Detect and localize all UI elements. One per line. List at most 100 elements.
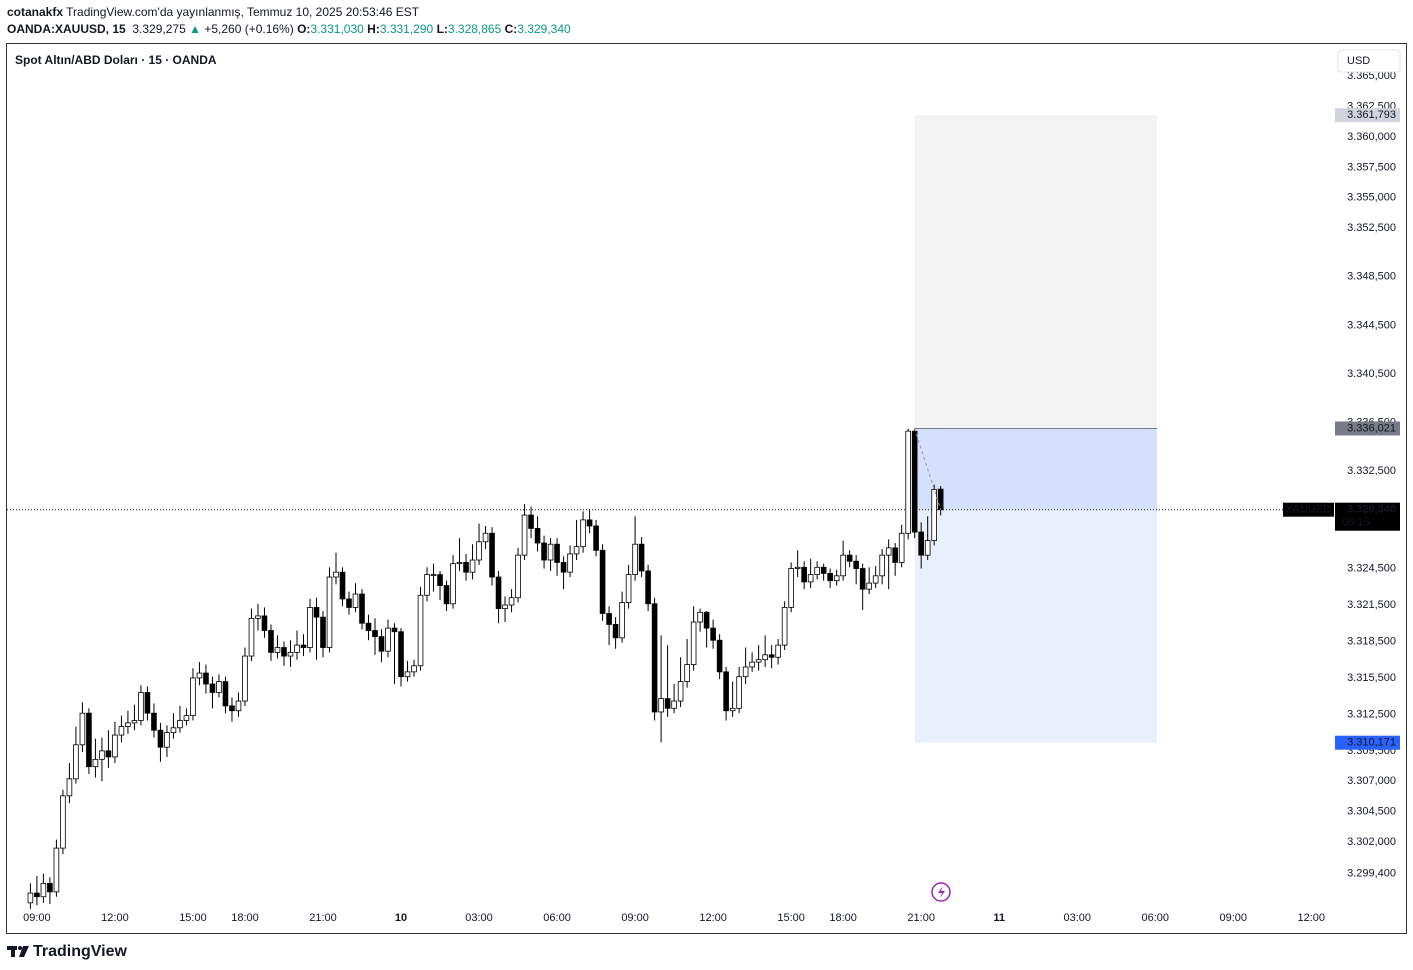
candle-body (482, 532, 489, 543)
y-tick-label: 3.302,000 (1347, 836, 1396, 848)
candle-body (66, 778, 73, 797)
x-tick-label: 12:00 (101, 912, 129, 924)
ohlc-line: OANDA:XAUUSD, 15 3.329,275 ▲ +5,260 (+0.… (7, 22, 571, 36)
candle-body (118, 726, 125, 736)
candle-body (606, 613, 612, 625)
candle-body (424, 574, 430, 596)
candle-body (625, 574, 632, 603)
candle-body (846, 554, 853, 562)
candle-body (209, 683, 216, 693)
candle-body (703, 611, 710, 629)
candle-body (294, 644, 300, 653)
x-tick-label: 12:00 (699, 912, 727, 924)
brand-logo (7, 946, 29, 957)
candle-body (736, 676, 742, 709)
stop-label-bg (1335, 735, 1400, 750)
candle-body (599, 549, 606, 614)
last-price-label: 3.329,340 (1347, 504, 1396, 516)
candle-body (196, 672, 203, 679)
ohlc-key: C: (504, 22, 518, 36)
candle-body (788, 568, 794, 608)
ohlc-key: L: (436, 22, 448, 36)
frame (6, 43, 1407, 934)
candle-body (801, 566, 807, 583)
candle-body (651, 603, 658, 713)
candle-body (567, 553, 573, 573)
candle-body (723, 671, 729, 712)
x-tick-label: 06:00 (543, 912, 571, 924)
y-tick-label: 3.324,500 (1347, 562, 1396, 574)
last-price-bg (1335, 502, 1400, 531)
target-label-bg (1335, 108, 1400, 123)
candle-body (378, 636, 385, 652)
candle-body (775, 644, 781, 658)
ohlc-value: 3.329,340 (517, 22, 571, 36)
y-tick-label: 3.318,500 (1347, 635, 1396, 647)
candle-body (573, 546, 580, 555)
candle-body (495, 576, 502, 610)
target-label: 3.361,793 (1347, 109, 1396, 121)
candle-body (931, 489, 937, 541)
x-tick-label: 03:00 (465, 912, 493, 924)
candle-body (593, 525, 599, 551)
candle-body (203, 672, 209, 685)
candle-body (222, 681, 229, 707)
candle-body (255, 615, 261, 619)
candle-body (898, 532, 905, 563)
ohlc-value: 3.331,290 (379, 22, 434, 36)
candle-body (762, 654, 768, 661)
candle-body (677, 681, 684, 702)
x-tick-label: 12:00 (1298, 912, 1326, 924)
candle-body (138, 692, 144, 721)
candle-body (190, 677, 196, 717)
candle-body (866, 582, 872, 590)
legend: Spot Altın/ABD Doları · 15 · OANDA (15, 53, 217, 67)
candle-body (580, 519, 586, 548)
candle-body (840, 554, 846, 577)
candle-body (853, 560, 859, 569)
candle-body (560, 562, 567, 573)
candle-body (814, 566, 820, 576)
candle-body (47, 882, 53, 893)
x-tick-label: 11 (993, 912, 1005, 924)
x-tick-label: 03:00 (1063, 912, 1091, 924)
ohlc-value: 3.331,030 (310, 22, 364, 36)
candle-body (697, 611, 703, 623)
y-tick-label: 3.352,500 (1347, 222, 1396, 234)
candle-body (833, 575, 840, 582)
candle-body (261, 615, 268, 631)
candle-body (729, 707, 736, 712)
candle-body (443, 585, 450, 605)
candle-body (216, 681, 222, 693)
candles (27, 428, 944, 909)
y-tick-label: 3.355,000 (1347, 192, 1396, 204)
candle-body (742, 666, 749, 678)
candle-body (170, 727, 177, 734)
candle-body (937, 488, 944, 511)
publisher: cotanakfx (7, 5, 64, 19)
candle-body (508, 597, 515, 606)
candle-body (515, 554, 521, 599)
up-arrow: ▲ (189, 22, 201, 36)
candle-body (638, 543, 645, 572)
x-tick-label: 09:00 (621, 912, 649, 924)
candle-body (34, 892, 40, 898)
ohlc-key: H: (367, 22, 380, 36)
x-tick-label: 09:00 (1220, 912, 1248, 924)
candle-body (528, 514, 534, 529)
candle-body (151, 712, 157, 731)
publish-line: cotanakfx TradingView.com'da yayınlanmış… (7, 5, 419, 19)
candle-body (164, 732, 170, 748)
candle-body (268, 630, 274, 653)
candle-body (307, 607, 313, 648)
candle-body (125, 722, 131, 727)
candle-body (905, 430, 911, 534)
candle-body (60, 795, 66, 849)
y-tick-label: 3.340,500 (1347, 368, 1396, 380)
candle-body (807, 574, 814, 583)
entry-label-bg (1335, 421, 1400, 436)
ohlc: O:3.331,030 H:3.331,290 L:3.328,865 C:3.… (297, 22, 571, 36)
candle-body (541, 542, 547, 561)
candle-body (671, 700, 677, 709)
candle-body (820, 566, 827, 574)
